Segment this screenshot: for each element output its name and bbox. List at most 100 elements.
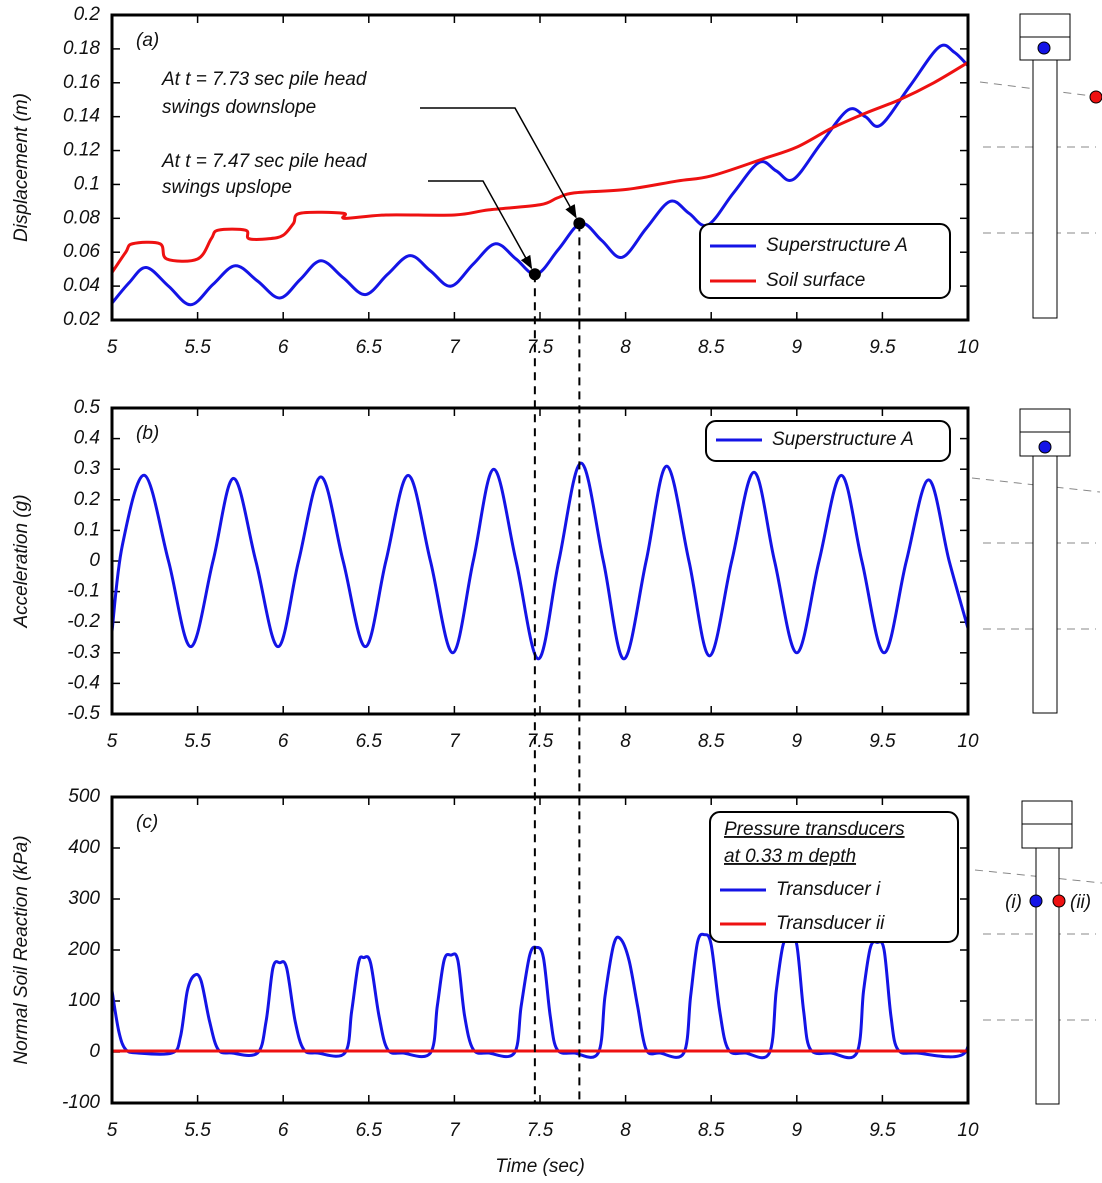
- x-tick-label: 7: [449, 731, 461, 752]
- panel-label: (a): [136, 30, 159, 51]
- x-tick-label: 5: [107, 1120, 118, 1141]
- y-tick-label: 0.3: [74, 458, 101, 479]
- x-tick-label: 5.5: [184, 337, 211, 358]
- x-tick-label: 9: [792, 337, 803, 358]
- y-tick-label: 0.14: [63, 106, 100, 127]
- x-tick-label: 10: [957, 337, 979, 358]
- plot-lines: [112, 461, 968, 661]
- y-tick-label: -0.2: [67, 611, 100, 632]
- y-tick-label: 200: [67, 939, 100, 960]
- legend-box: [699, 223, 951, 299]
- legend-box: [705, 420, 951, 462]
- x-tick-label: 9.5: [869, 1120, 896, 1141]
- y-axis-title: Displacement (m): [11, 93, 32, 242]
- annotation-arrow: [428, 180, 533, 270]
- x-tick-label: 8: [620, 1120, 631, 1141]
- legend-label: Transducer ii: [776, 913, 885, 934]
- y-tick-label: 0.2: [74, 489, 101, 510]
- pile-diagram-b: [971, 408, 1101, 714]
- x-tick-label: 6.5: [356, 731, 383, 752]
- legend-label: Transducer i: [776, 879, 881, 900]
- y-tick-label: 0.4: [74, 428, 100, 449]
- y-tick-label: 400: [68, 837, 100, 858]
- x-tick-label: 10: [957, 731, 979, 752]
- x-tick-label: 6.5: [356, 1120, 383, 1141]
- y-axis-title: Normal Soil Reaction (kPa): [11, 835, 32, 1064]
- series-line: [112, 932, 968, 1060]
- x-tick-label: 6: [278, 1120, 289, 1141]
- legend-title: at 0.33 m depth: [724, 846, 856, 867]
- x-tick-label: 7: [449, 337, 461, 358]
- x-tick-label: 10: [957, 1120, 979, 1141]
- x-tick-label: 8.5: [698, 731, 725, 752]
- marker-point: [528, 268, 541, 281]
- x-tick-label: 5.5: [184, 1120, 211, 1141]
- annotation: swings upslope: [162, 177, 292, 198]
- y-tick-label: 0.1: [74, 173, 100, 194]
- marker-point: [573, 217, 586, 230]
- legend-label: Superstructure A: [772, 429, 914, 450]
- annotation-arrow: [420, 107, 577, 219]
- y-tick-label: 0.06: [63, 241, 100, 262]
- y-tick-label: 300: [68, 888, 100, 909]
- series-line: [112, 61, 968, 274]
- plot-frame: [110, 13, 970, 322]
- y-tick-label: -0.1: [67, 581, 100, 602]
- x-tick-label: 5: [107, 337, 118, 358]
- legend-label: Soil surface: [766, 270, 865, 291]
- pile-label: (ii): [1070, 892, 1091, 913]
- x-tick-label: 9: [792, 1120, 803, 1141]
- y-tick-label: 0.16: [63, 72, 100, 93]
- x-tick-label: 9.5: [869, 337, 896, 358]
- plot-frame: [110, 406, 970, 716]
- y-tick-label: 100: [68, 990, 100, 1011]
- y-tick-label: 0.18: [63, 38, 100, 59]
- x-tick-label: 8.5: [698, 1120, 725, 1141]
- y-tick-label: -100: [62, 1092, 100, 1113]
- annotation: swings downslope: [162, 97, 316, 118]
- y-tick-label: -0.3: [67, 642, 100, 663]
- x-tick-label: 6: [278, 731, 289, 752]
- plot-frame: [110, 795, 970, 1105]
- x-tick-label: 6.5: [356, 337, 383, 358]
- pile-diagram-a: [979, 13, 1102, 319]
- x-tick-label: 8: [620, 337, 631, 358]
- legend-title: Pressure transducers: [724, 819, 905, 840]
- x-tick-label: 7.5: [527, 731, 554, 752]
- pile-label: (i): [1005, 892, 1022, 913]
- y-tick-label: 0.12: [63, 140, 100, 161]
- x-tick-label: 7.5: [527, 337, 554, 358]
- y-tick-label: 0.02: [63, 309, 100, 330]
- x-tick-label: 6: [278, 337, 289, 358]
- y-tick-label: 0.04: [63, 275, 100, 296]
- x-tick-label: 9: [792, 731, 803, 752]
- y-tick-label: 500: [68, 786, 100, 807]
- panel-label: (c): [136, 812, 158, 833]
- x-tick-label: 5.5: [184, 731, 211, 752]
- y-axis-title: Acceleration (g): [11, 494, 32, 628]
- plot-lines: [112, 932, 968, 1060]
- y-tick-label: 0.5: [74, 397, 101, 418]
- annotation: At t = 7.73 sec pile head: [161, 69, 368, 90]
- y-tick-label: 0.08: [63, 207, 100, 228]
- x-axis-title: Time (sec): [495, 1156, 585, 1177]
- legend-label: Superstructure A: [766, 235, 908, 256]
- y-tick-label: 0: [89, 550, 100, 571]
- x-tick-label: 5: [107, 731, 118, 752]
- x-tick-label: 8.5: [698, 337, 725, 358]
- y-tick-label: -0.4: [67, 672, 100, 693]
- y-tick-label: -0.5: [67, 703, 100, 724]
- series-line: [112, 461, 968, 661]
- pile-diagram-c: (i) (ii): [974, 800, 1102, 1105]
- y-tick-label: 0.1: [74, 519, 100, 540]
- x-tick-label: 8: [620, 731, 631, 752]
- annotation: At t = 7.47 sec pile head: [161, 151, 368, 172]
- x-tick-label: 7.5: [527, 1120, 554, 1141]
- y-tick-label: 0: [89, 1041, 100, 1062]
- y-tick-label: 0.2: [74, 4, 101, 25]
- panel-label: (b): [136, 423, 159, 444]
- x-tick-label: 7: [449, 1120, 461, 1141]
- x-tick-label: 9.5: [869, 731, 896, 752]
- legend-box: [709, 811, 959, 943]
